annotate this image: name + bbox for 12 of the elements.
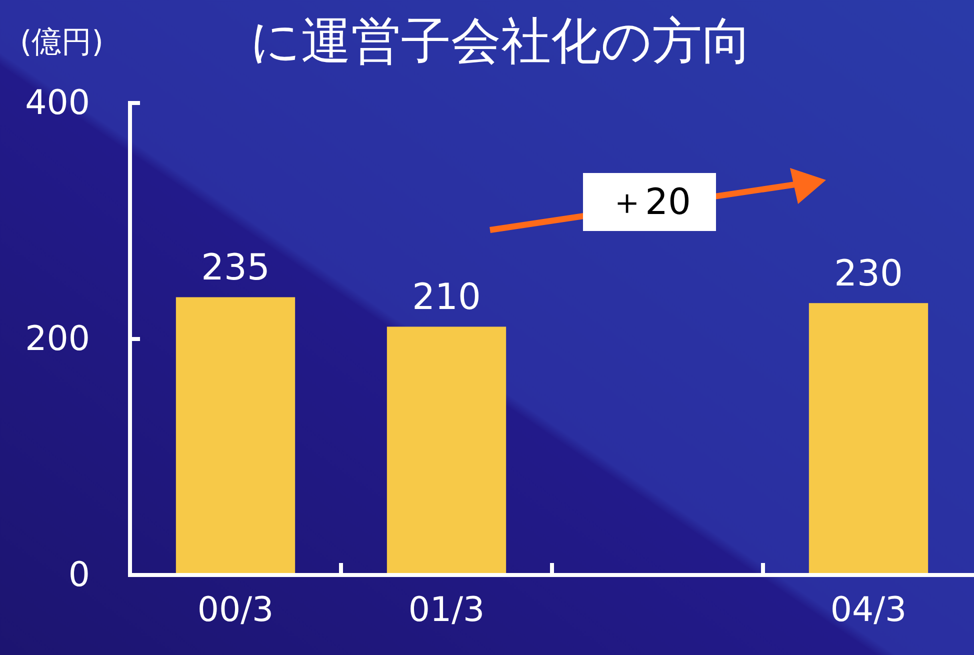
chart-title: に運営子会社化の方向: [250, 12, 752, 70]
y-tick-label: 0: [68, 554, 90, 595]
y-axis-title: (億円): [20, 25, 104, 60]
x-tick-label: 04/3: [830, 590, 907, 630]
x-tick-label: 00/3: [197, 590, 274, 630]
data-label: 230: [834, 254, 903, 295]
x-tick-label: 01/3: [408, 590, 485, 630]
y-tick-label: 400: [25, 82, 90, 123]
annotation: ＋20: [609, 182, 691, 223]
y-tick-label: 200: [25, 318, 90, 359]
data-label: 210: [412, 277, 481, 318]
data-label: 235: [201, 248, 270, 289]
